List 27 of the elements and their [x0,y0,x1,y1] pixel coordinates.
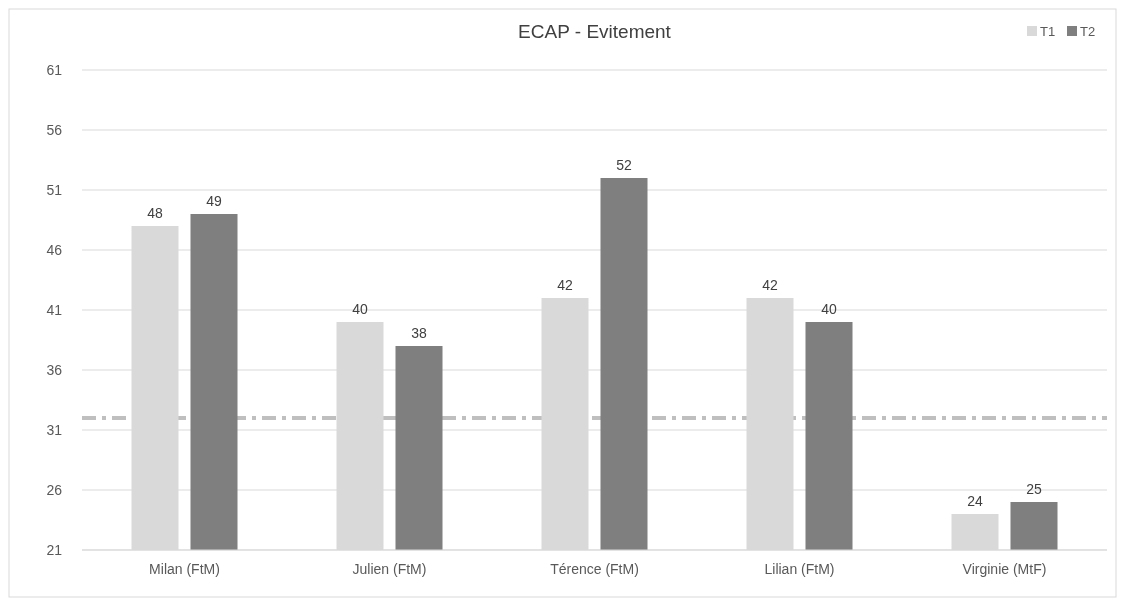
x-tick-label: Julien (FtM) [352,561,427,577]
y-tick-label: 31 [46,422,63,438]
data-label: 38 [411,325,427,341]
data-label: 42 [762,277,778,293]
data-label: 25 [1026,481,1042,497]
legend-label: T2 [1080,24,1096,39]
y-tick-label: 41 [46,302,63,318]
y-tick-label: 21 [46,542,63,558]
y-tick-label: 46 [46,242,63,258]
data-label: 42 [557,277,573,293]
data-label: 24 [967,493,983,509]
x-tick-label: Térence (FtM) [550,561,639,577]
y-tick-label: 61 [46,62,63,78]
data-label: 40 [352,301,368,317]
y-tick-label: 26 [46,482,63,498]
data-label: 52 [616,157,632,173]
x-tick-label: Lilian (FtM) [764,561,835,577]
y-tick-label: 36 [46,362,63,378]
legend-label: T1 [1040,24,1056,39]
data-label: 48 [147,205,163,221]
x-tick-label: Milan (FtM) [149,561,220,577]
data-label: 49 [206,193,222,209]
x-tick-label: Virginie (MtF) [962,561,1047,577]
y-tick-label: 56 [46,122,63,138]
data-label: 40 [821,301,837,317]
y-tick-label: 51 [46,182,63,198]
chart-title: ECAP - Evitement [518,21,672,42]
